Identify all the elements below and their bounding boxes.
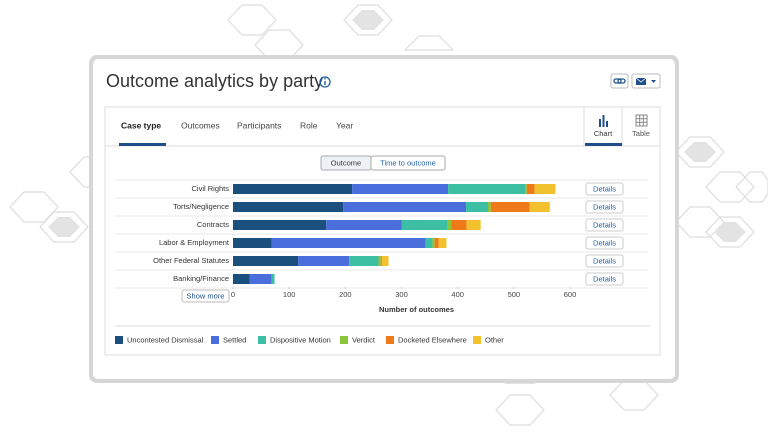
panel [104,106,661,356]
chart: Civil Rights Details Torts/Negligence Detai… [115,179,648,314]
bar-segment [381,256,389,266]
x-tick-label: 100 [283,290,296,299]
bar-segment [271,274,275,284]
tab-underline [119,143,166,146]
title: Outcome analytics by party [106,71,323,91]
legend-swatch [211,336,219,344]
info-icon[interactable] [319,76,331,88]
bar-segment [526,184,535,194]
bar-segment [438,238,447,248]
link-button[interactable] [610,73,629,89]
email-button[interactable] [631,73,661,89]
details-label[interactable]: Details [593,202,616,211]
bar-segment [447,220,452,230]
bar-segment [466,220,481,230]
bar-segment [233,220,327,230]
category-label: Banking/Finance [173,274,229,283]
tab[interactable]: Outcomes [181,120,220,130]
details-label[interactable]: Details [593,184,616,193]
bar-segment [349,256,379,266]
category-label: Other Federal Statutes [153,256,229,265]
category-label: Contracts [197,220,229,229]
bar-segment [380,256,382,266]
details-button[interactable] [585,254,624,268]
category-label: Labor & Employment [159,238,230,247]
x-axis-title: Number of outcomes [379,305,454,314]
bar-segment [448,184,526,194]
bar-segment [434,238,439,248]
bar-segment [249,274,272,284]
bar-segment [233,256,299,266]
details-button[interactable] [585,200,624,214]
bar-segment [233,274,250,284]
details-label[interactable]: Details [593,256,616,265]
bar-segment [343,202,467,212]
details-button[interactable] [585,272,624,286]
legend-swatch [258,336,266,344]
bar-segment [451,220,467,230]
bar-segment [233,202,344,212]
x-tick-label: 300 [395,290,408,299]
category-label: Civil Rights [191,184,229,193]
legend-label: Verdict [352,335,376,344]
table-view-button[interactable]: Table [632,114,650,138]
details-button[interactable] [585,218,624,232]
bar-segment [378,256,381,266]
details-button[interactable] [585,236,624,250]
bar-segment [352,184,449,194]
background-hexagons [9,4,768,426]
toggle-option[interactable]: Outcome [331,158,361,167]
bar-segment [233,184,353,194]
bar-segment [298,256,350,266]
bar-segment [326,220,402,230]
details-label[interactable]: Details [593,274,616,283]
show-more-label[interactable]: Show more [187,291,225,300]
category-label: Torts/Negligence [173,202,229,211]
bar-segment [233,238,272,248]
bar-segment [271,238,426,248]
legend: Uncontested Dismissal Settled Dispositive … [115,335,504,344]
bar-segment [525,184,527,194]
view-label[interactable]: Table [632,129,650,138]
chart-view-button[interactable]: Chart [585,115,622,146]
x-tick-label: 600 [564,290,577,299]
view-label[interactable]: Chart [594,129,613,138]
legend-label: Docketed Elsewhere [398,335,467,344]
legend-swatch [473,336,481,344]
bar-segment [529,202,550,212]
toggle-option[interactable]: Time to outcome [380,158,436,167]
tab[interactable]: Role [300,120,318,130]
tab[interactable]: Participants [237,120,281,130]
legend-label: Uncontested Dismissal [127,335,204,344]
bar-segment [466,202,488,212]
x-tick-label: 200 [339,290,352,299]
bar-segment [534,184,556,194]
tab-bar: Case type Outcomes Participants Role Year [119,120,353,146]
bar-segment [432,238,435,248]
x-tick-label: 500 [508,290,521,299]
legend-label: Other [485,335,504,344]
legend-swatch [386,336,394,344]
bar-segment [401,220,448,230]
x-tick-label: 0 [231,290,235,299]
x-tick-label: 400 [451,290,464,299]
bar-segment [490,202,530,212]
details-button[interactable] [585,182,624,196]
legend-swatch [115,336,123,344]
metric-toggle[interactable]: Outcome Time to outcome [320,155,446,171]
legend-label: Settled [223,335,246,344]
details-label[interactable]: Details [593,238,616,247]
tab[interactable]: Year [336,120,353,130]
details-label[interactable]: Details [593,220,616,229]
legend-swatch [340,336,348,344]
show-more-button[interactable]: Show more [181,289,230,303]
tab[interactable]: Case type [121,120,161,130]
bar-segment [487,202,491,212]
bar-segment [425,238,433,248]
legend-label: Dispositive Motion [270,335,331,344]
